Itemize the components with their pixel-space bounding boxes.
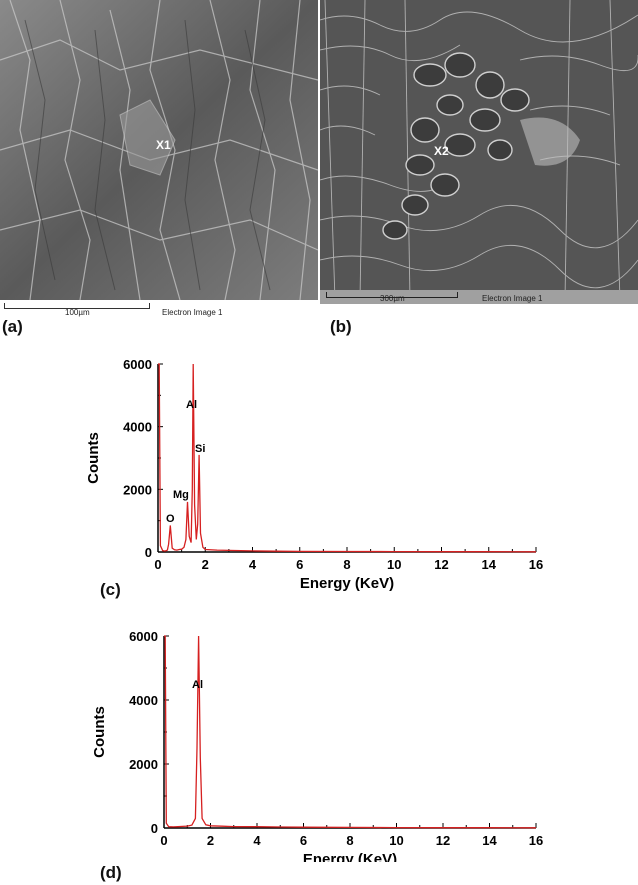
x-tick-label: 4 <box>253 833 261 848</box>
x-tick-label: 0 <box>160 833 167 848</box>
x-axis-label: Energy (KeV) <box>303 851 397 862</box>
scale-label-a: 100µm <box>65 308 90 317</box>
peak-label-al: Al <box>186 399 197 411</box>
y-axis-label: Counts <box>91 706 108 758</box>
x-tick-label: 8 <box>346 833 353 848</box>
x-tick-label: 14 <box>482 833 497 848</box>
spectrum-line <box>158 363 537 553</box>
x-tick-label: 10 <box>387 557 401 572</box>
x-tick-label: 14 <box>482 557 497 572</box>
x-tick-label: 12 <box>436 833 450 848</box>
sem-image-a <box>0 0 318 300</box>
peak-label-al: Al <box>192 679 203 691</box>
panel-letter-b: (b) <box>330 317 352 336</box>
image-caption-a: Electron Image 1 <box>162 308 223 317</box>
x-tick-label: 16 <box>529 833 543 848</box>
sem-image-b <box>320 0 638 300</box>
x-tick-label: 10 <box>389 833 403 848</box>
x-tick-label: 4 <box>249 557 257 572</box>
x-tick-label: 2 <box>207 833 214 848</box>
scalebar-a <box>4 303 150 309</box>
y-tick-label: 4000 <box>129 693 158 708</box>
eds-chart-d: 0 2 4 6 8 10 12 14 16 0 2000 4000 6000 Energy (KeV) Co… <box>91 629 543 862</box>
scale-label-b: 300µm <box>380 294 405 303</box>
image-caption-b: Electron Image 1 <box>482 294 543 303</box>
peak-label-o: O <box>166 513 175 525</box>
x-tick-label: 0 <box>154 557 161 572</box>
point-label-x2: X2 <box>434 144 449 158</box>
panel-letter-c: (c) <box>100 580 121 599</box>
y-tick-label: 2000 <box>129 757 158 772</box>
y-tick-label: 6000 <box>129 629 158 644</box>
x-tick-label: 6 <box>296 557 303 572</box>
y-tick-label: 4000 <box>123 420 152 435</box>
y-tick-label: 0 <box>145 545 152 560</box>
x-tick-label: 16 <box>529 557 543 572</box>
y-axis-label: Counts <box>85 432 102 484</box>
panel-letter-d: (d) <box>100 863 122 882</box>
eds-chart-c: 0 2 4 6 8 10 12 14 16 0 2000 4000 6000 Energy (KeV) Co… <box>85 357 543 592</box>
point-label-x1: X1 <box>156 138 171 152</box>
x-tick-label: 12 <box>434 557 448 572</box>
y-tick-label: 0 <box>151 821 158 836</box>
sem-texture-b <box>320 0 638 300</box>
spectrum-line <box>164 635 537 829</box>
peak-label-mg: Mg <box>173 489 189 501</box>
scalebar-b <box>326 292 458 298</box>
peak-label-si: Si <box>195 443 205 455</box>
panel-letter-a: (a) <box>2 317 23 336</box>
x-tick-label: 2 <box>202 557 209 572</box>
scale-strip-b <box>320 290 638 304</box>
sem-texture-a <box>0 0 318 300</box>
x-tick-label: 8 <box>343 557 350 572</box>
x-axis-label: Energy (KeV) <box>300 575 394 592</box>
y-tick-label: 6000 <box>123 357 152 372</box>
x-tick-label: 6 <box>300 833 307 848</box>
y-tick-label: 2000 <box>123 482 152 497</box>
